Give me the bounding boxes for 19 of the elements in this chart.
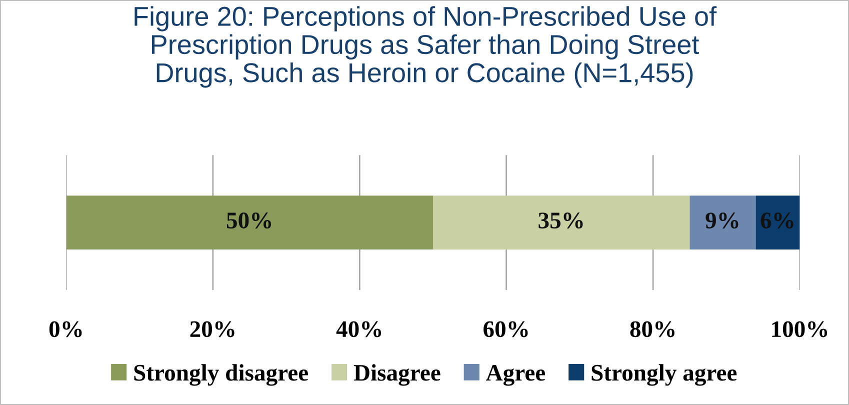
x-tick-label: 20% (190, 321, 234, 338)
bar (432, 196, 690, 250)
data-label: 9% (706, 212, 738, 229)
data-label: 50% (226, 212, 272, 229)
x-tick-label: 60% (484, 321, 528, 338)
bar (66, 196, 433, 250)
x-tick-label: 40% (336, 321, 382, 338)
data-label: 6% (760, 212, 794, 229)
chart-title: Figure 20: Perceptions of Non-Prescribed Use of Prescription Drugs as Safer than Doing Street Drugs, Such as Heroin or Cocaine (N=1,455) (134, 6, 717, 88)
legend-label: Strongly agree (592, 364, 737, 386)
legend-label: Strongly disagree (134, 364, 308, 386)
legend-label: Disagree (354, 364, 440, 386)
x-tick-label: 0% (49, 321, 82, 338)
data-label: 35% (538, 212, 583, 229)
bar (756, 196, 800, 250)
x-tick-label: 80% (630, 321, 674, 338)
bar (690, 196, 756, 250)
x-tick-label: 100% (772, 321, 828, 338)
legend-label: Agree (486, 364, 546, 386)
